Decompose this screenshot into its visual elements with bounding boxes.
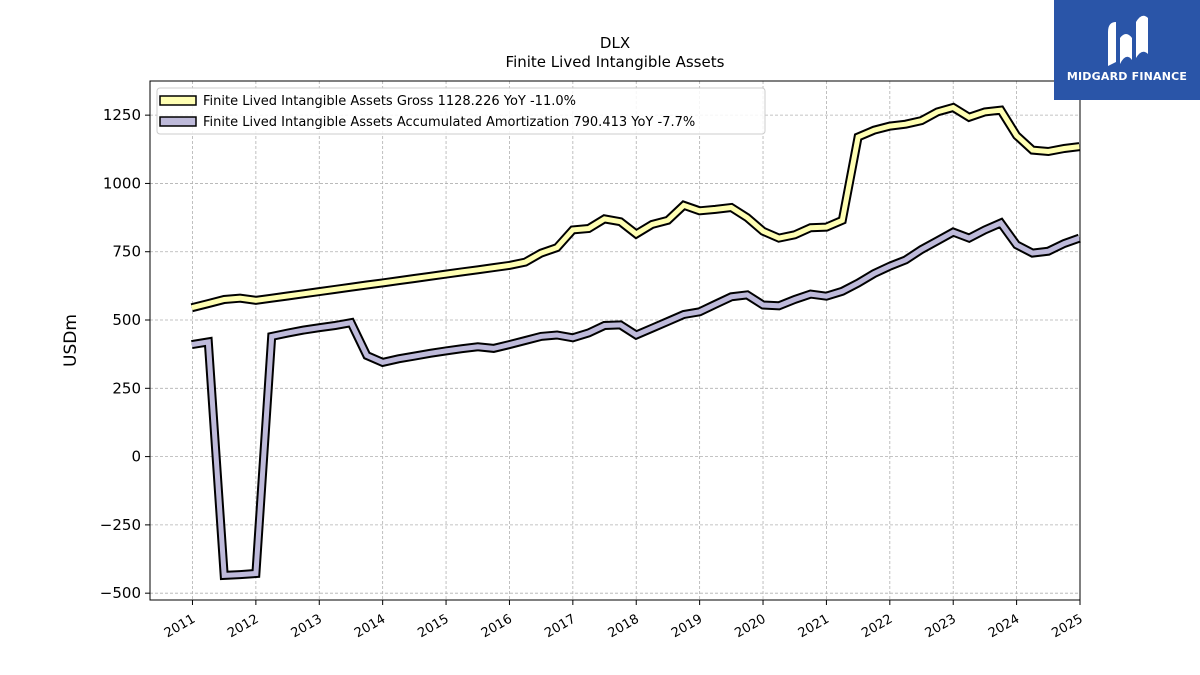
x-tick-label: 2014 bbox=[352, 612, 388, 642]
x-tick-label: 2022 bbox=[859, 612, 895, 642]
x-tick-label: 2016 bbox=[479, 612, 515, 642]
brand-name: MIDGARD FINANCE bbox=[1066, 70, 1188, 83]
y-tick-label: −250 bbox=[100, 516, 141, 534]
series-layer bbox=[190, 102, 1081, 581]
chart-subtitle: Finite Lived Intangible Assets bbox=[506, 53, 725, 71]
x-tick-label: 2011 bbox=[162, 612, 198, 642]
chart-title: DLX bbox=[600, 34, 630, 52]
legend-swatch bbox=[159, 116, 197, 127]
series-accumulated-amortization bbox=[191, 217, 1081, 581]
x-tick-label: 2021 bbox=[796, 612, 832, 642]
x-tick-label: 2024 bbox=[986, 612, 1022, 642]
legend-box bbox=[156, 87, 766, 135]
legend: Finite Lived Intangible Assets Gross 112… bbox=[156, 87, 766, 135]
y-tick-label: 0 bbox=[131, 448, 141, 466]
y-axis-label: USDm bbox=[61, 314, 81, 367]
y-tick-label: 750 bbox=[112, 243, 141, 261]
midgard-logo-icon bbox=[1108, 15, 1148, 66]
x-tick-label: 2019 bbox=[669, 612, 705, 642]
axis-ticks: 2011 2012 2013 2014 2015 2016 2017 2018 2019 2020… bbox=[100, 106, 1086, 641]
x-tick-label: 2012 bbox=[225, 612, 261, 642]
x-tick-label: 2015 bbox=[415, 612, 451, 642]
x-tick-label: 2013 bbox=[289, 612, 325, 642]
y-tick-label: 500 bbox=[112, 311, 141, 329]
legend-label: Finite Lived Intangible Assets Accumulat… bbox=[203, 115, 695, 130]
x-tick-label: 2017 bbox=[542, 612, 578, 642]
x-tick-label: 2018 bbox=[606, 612, 642, 642]
x-tick-label: 2020 bbox=[732, 612, 768, 642]
legend-swatch bbox=[159, 95, 197, 106]
series-line-outline bbox=[191, 217, 1081, 581]
series-line-outline bbox=[190, 102, 1080, 313]
brand-logo: MIDGARD FINANCE bbox=[1054, 0, 1200, 100]
series-line bbox=[191, 219, 1081, 579]
y-tick-label: 1250 bbox=[103, 106, 141, 124]
series-gross bbox=[190, 102, 1080, 313]
y-tick-label: 250 bbox=[112, 379, 141, 397]
legend-label: Finite Lived Intangible Assets Gross 112… bbox=[203, 94, 576, 109]
grid bbox=[150, 81, 1081, 600]
x-tick-label: 2023 bbox=[923, 612, 959, 642]
plot-frame bbox=[149, 80, 1081, 601]
y-tick-label: 1000 bbox=[103, 174, 141, 192]
x-tick-label: 2025 bbox=[1049, 612, 1085, 642]
series-line bbox=[191, 104, 1080, 311]
y-tick-label: −500 bbox=[100, 584, 141, 602]
